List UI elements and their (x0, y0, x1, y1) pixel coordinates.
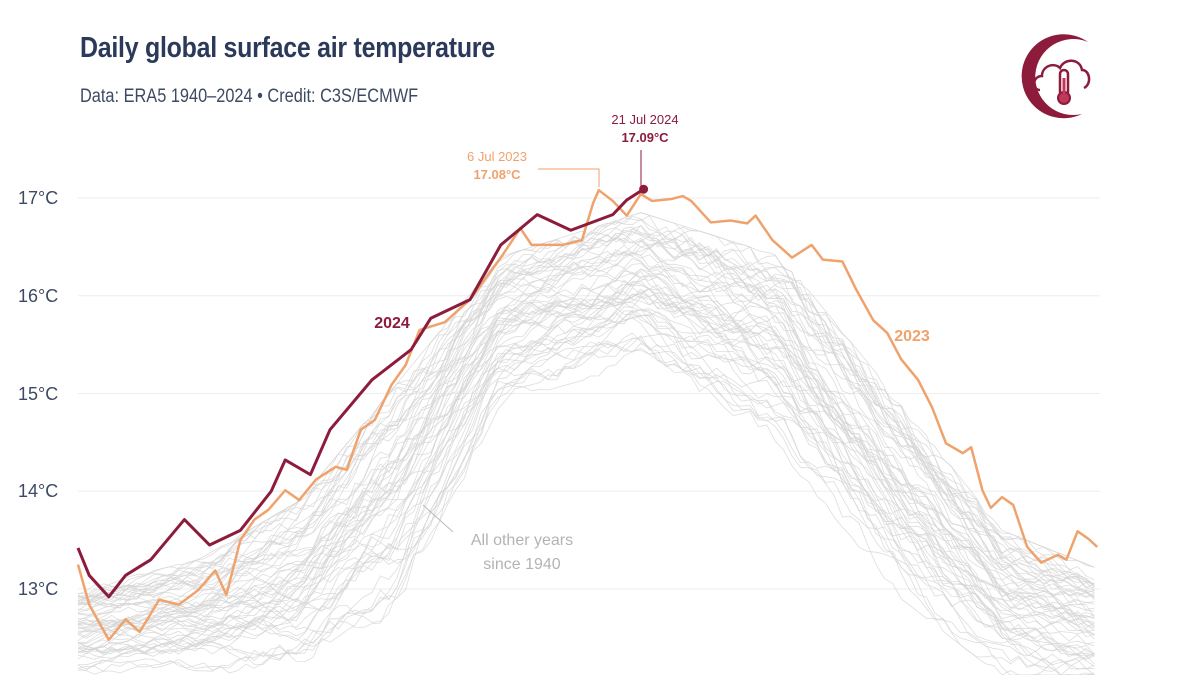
y-tick-label: 17°C (18, 188, 58, 208)
other-year-line (77, 270, 1095, 642)
other-year-line (77, 341, 1095, 670)
y-tick-label: 16°C (18, 286, 58, 306)
other-year-line (77, 233, 1095, 604)
other-year-line (77, 280, 1095, 633)
peak-2024-value: 17.09°C (621, 130, 669, 145)
other-year-line (77, 333, 1095, 675)
peak-2023-date: 6 Jul 2023 (467, 149, 527, 164)
other-year-line (77, 247, 1095, 606)
peak-2024-marker (639, 184, 649, 194)
y-tick-label: 15°C (18, 384, 58, 404)
other-year-line (77, 347, 1095, 675)
other-year-line (77, 279, 1095, 625)
other-year-line (77, 308, 1095, 661)
other-year-line (77, 226, 1095, 598)
other-year-line (77, 251, 1095, 615)
other-year-line (77, 337, 1095, 660)
y-tick-label: 14°C (18, 481, 58, 501)
other-year-line (77, 261, 1095, 612)
other-year-line (77, 309, 1095, 656)
other-year-line (77, 300, 1095, 654)
other-year-line (77, 291, 1095, 643)
peak-2023-value: 17.08°C (473, 167, 521, 182)
chart-title: Daily global surface air temperature (80, 32, 495, 64)
other-year-line (77, 314, 1095, 665)
cloud-thermometer-icon (1021, 34, 1091, 119)
other-year-line (77, 236, 1095, 595)
series-line-2024 (76, 187, 645, 599)
y-tick-label: 13°C (18, 579, 58, 599)
peak-2024-date: 21 Jul 2024 (611, 112, 678, 127)
other-years-label: All other years (471, 532, 573, 549)
other-year-line (77, 244, 1095, 619)
other-year-line (77, 313, 1095, 666)
other-year-line (77, 287, 1095, 639)
other-year-line (77, 212, 1095, 599)
other-year-line (77, 335, 1095, 675)
other-year-line (77, 246, 1095, 617)
other-year-line (77, 228, 1095, 609)
chart-subtitle: Data: ERA5 1940–2024 • Credit: C3S/ECMWF (80, 86, 419, 107)
other-year-line (77, 275, 1095, 626)
other-year-line (77, 263, 1095, 629)
other-year-line (77, 302, 1095, 655)
other-year-line (77, 332, 1095, 675)
series-line-2023 (76, 188, 1099, 642)
other-year-line (77, 288, 1095, 636)
other-years-label: since 1940 (483, 556, 560, 573)
series-label-2024: 2024 (374, 315, 410, 332)
other-year-line (77, 258, 1095, 621)
other-year-line (77, 296, 1095, 655)
other-year-line (77, 267, 1095, 630)
other-year-line (77, 309, 1095, 675)
other-year-line (77, 251, 1095, 614)
other-year-line (77, 273, 1095, 632)
other-year-line (77, 215, 1095, 602)
series-label-2023: 2023 (894, 328, 930, 345)
other-years-leader (422, 504, 454, 533)
other-year-line (77, 238, 1095, 606)
other-year-line (77, 312, 1095, 657)
peak-2023-connector (538, 168, 600, 187)
